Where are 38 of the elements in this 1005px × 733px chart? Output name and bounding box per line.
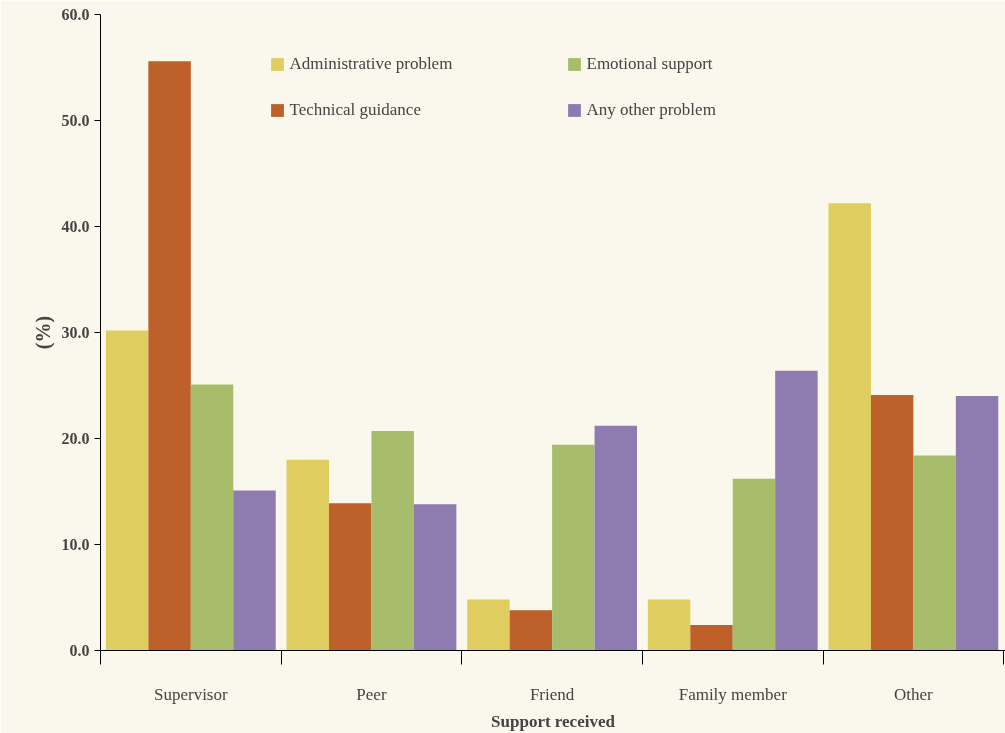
x-tick-label: Family member	[678, 684, 788, 704]
bar	[509, 610, 553, 651]
bar	[552, 444, 595, 651]
legend-label: Emotional support	[586, 54, 714, 74]
y-tick-label: 0.0	[69, 642, 90, 659]
bar	[329, 503, 372, 651]
bar	[775, 370, 818, 651]
bar	[690, 625, 733, 651]
bar	[467, 599, 510, 651]
bar	[732, 478, 776, 651]
bar	[913, 455, 956, 651]
bar	[148, 61, 191, 651]
y-axis-title: (%)	[31, 315, 55, 350]
x-axis-title: Support received	[491, 711, 616, 731]
bar	[371, 431, 414, 651]
legend-label: Technical guidance	[289, 100, 422, 120]
y-tick-label: 60.0	[61, 6, 90, 23]
bar	[828, 203, 871, 651]
y-tick-label: 10.0	[61, 536, 90, 553]
x-tick-label: Supervisor	[153, 684, 228, 704]
x-tick-label: Other	[894, 684, 934, 704]
bar	[190, 384, 234, 651]
legend-label: Administrative problem	[289, 54, 454, 74]
legend-label: Any other problem	[586, 100, 717, 120]
y-tick-label: 40.0	[61, 218, 90, 235]
bar	[233, 490, 276, 651]
x-tick-label: Friend	[529, 684, 575, 704]
bar	[413, 504, 457, 651]
bar	[105, 330, 149, 651]
bar	[286, 459, 330, 651]
bar	[594, 425, 637, 651]
bar	[955, 396, 999, 651]
bar	[647, 599, 691, 651]
y-tick-label: 30.0	[61, 324, 90, 341]
x-tick-label: Peer	[356, 684, 387, 704]
y-tick-label: 50.0	[61, 112, 90, 129]
bar	[870, 395, 914, 651]
y-tick-label: 20.0	[61, 430, 90, 447]
